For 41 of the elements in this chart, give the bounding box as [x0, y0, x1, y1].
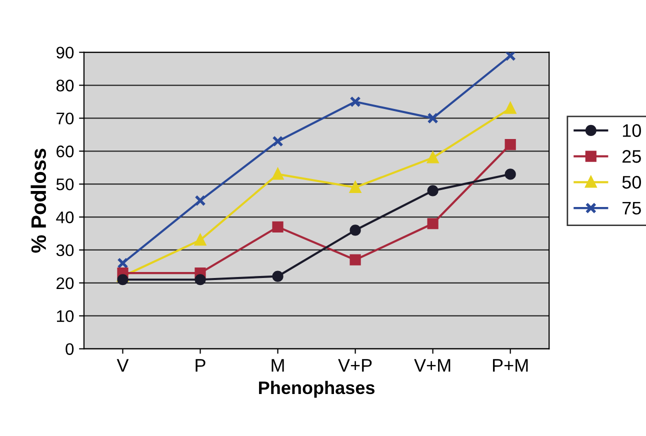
- point: [272, 270, 284, 282]
- x-tick-label: P+M: [493, 359, 528, 372]
- y-tick-label: 70: [56, 112, 74, 124]
- y-tick-label: 0: [66, 343, 74, 356]
- x-axis-title: Phenophases: [259, 380, 375, 398]
- point: [272, 136, 284, 147]
- point: [194, 274, 206, 286]
- y-tick-label: 50: [56, 178, 74, 190]
- y-tick-label: 30: [56, 244, 74, 256]
- point: [350, 96, 361, 108]
- legend-label: 10: [622, 124, 641, 137]
- y-tick-label: 60: [56, 146, 74, 158]
- point: [427, 218, 438, 230]
- point: [194, 195, 206, 206]
- point: [117, 274, 128, 286]
- y-tick-label: 90: [56, 46, 74, 59]
- y-axis-title: % Podloss: [30, 148, 46, 253]
- x-tick-label: V+P: [338, 359, 372, 372]
- x-tick-label: P: [196, 359, 206, 372]
- point: [427, 152, 438, 164]
- point: [504, 52, 516, 62]
- point: [504, 168, 516, 180]
- point: [427, 185, 438, 196]
- point: [504, 139, 516, 150]
- y-tick-label: 80: [56, 80, 74, 92]
- x-tick-label: V: [116, 359, 129, 372]
- point: [117, 258, 128, 269]
- x-tick-label: V+M: [414, 359, 450, 372]
- legend-label: 75: [622, 202, 641, 215]
- point: [504, 102, 516, 114]
- x-tick-label: M: [272, 359, 284, 372]
- point: [350, 182, 361, 193]
- point: [350, 254, 361, 266]
- y-tick-label: 40: [56, 211, 74, 224]
- point: [350, 224, 361, 236]
- point: [427, 112, 438, 124]
- legend-label: 25: [622, 150, 641, 163]
- point: [272, 221, 284, 232]
- y-tick-label: 20: [56, 277, 74, 290]
- legend-label: 50: [622, 176, 641, 189]
- y-tick-label: 10: [56, 310, 74, 322]
